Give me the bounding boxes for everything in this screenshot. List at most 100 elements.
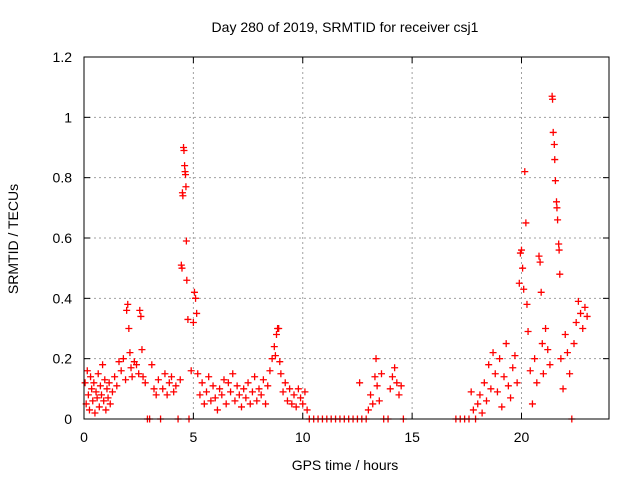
data-point [478, 409, 486, 417]
data-point [574, 297, 582, 305]
data-point [165, 379, 173, 387]
data-point [98, 391, 105, 399]
data-point [190, 288, 198, 296]
x-tick-label: 20 [514, 429, 530, 445]
data-point [83, 367, 91, 375]
data-point [286, 385, 294, 393]
data-point [203, 388, 210, 396]
data-point [524, 328, 532, 336]
data-point [238, 403, 245, 411]
grid-lines [84, 57, 609, 419]
data-point [213, 406, 221, 414]
data-point [563, 349, 571, 357]
data-point [520, 285, 528, 293]
data-point [119, 355, 127, 363]
data-point [218, 391, 226, 399]
data-point [161, 370, 169, 378]
data-point [176, 376, 184, 384]
data-point [546, 361, 554, 369]
data-point [251, 373, 259, 381]
data-point [519, 264, 527, 272]
data-point [91, 409, 99, 417]
data-point [476, 391, 484, 399]
data-point [194, 370, 202, 378]
data-point [388, 373, 396, 381]
data-point [182, 183, 190, 191]
data-point [303, 406, 311, 414]
data-point [266, 367, 274, 375]
data-point [485, 361, 493, 369]
data-point [549, 95, 557, 103]
data-point [229, 370, 237, 378]
data-point [137, 312, 145, 320]
data-point [521, 168, 529, 176]
data-point [550, 140, 558, 148]
data-point [133, 361, 140, 369]
data-point [235, 391, 243, 399]
data-point [268, 355, 276, 363]
data-point [469, 406, 477, 414]
y-tick-label: 0.6 [53, 230, 73, 246]
data-point [301, 388, 309, 396]
data-point [509, 364, 517, 372]
data-point [583, 312, 591, 320]
data-point [94, 370, 102, 378]
data-point [549, 128, 557, 136]
data-point [275, 325, 283, 332]
data-point [531, 355, 539, 363]
data-point [216, 385, 224, 393]
data-point [498, 403, 506, 411]
data-point [81, 379, 89, 387]
data-point [231, 397, 239, 405]
data-point [125, 325, 133, 332]
data-point [93, 394, 101, 402]
data-point [207, 397, 215, 405]
data-point [372, 355, 380, 363]
data-point [255, 385, 263, 393]
data-point [570, 340, 578, 348]
data-point [88, 385, 96, 393]
data-point [124, 300, 132, 308]
data-point [127, 364, 135, 372]
data-point [163, 391, 171, 399]
data-point [242, 394, 250, 402]
data-point [172, 382, 180, 390]
data-point [364, 406, 372, 414]
data-point [553, 204, 561, 212]
data-point [518, 246, 525, 254]
data-point [108, 388, 116, 396]
data-point [99, 361, 107, 369]
data-point [240, 385, 248, 393]
data-point [244, 379, 252, 387]
data-point [297, 394, 305, 402]
data-point [148, 361, 156, 369]
data-point [277, 370, 285, 378]
y-tick-label: 0 [64, 411, 72, 427]
chart-title: Day 280 of 2019, SRMTID for receiver csj… [212, 19, 479, 35]
data-point [111, 373, 119, 381]
data-point [170, 388, 178, 396]
data-point [474, 400, 482, 408]
data-point [515, 279, 523, 287]
x-tick-label: 5 [189, 429, 197, 445]
data-point [196, 391, 204, 399]
data-point [493, 388, 501, 396]
data-point [182, 171, 189, 179]
data-point [513, 379, 521, 387]
data-point [271, 352, 279, 360]
data-point [526, 367, 534, 375]
data-point [152, 391, 160, 399]
data-point [572, 318, 580, 326]
x-tick-label: 0 [80, 429, 88, 445]
data-point [126, 349, 134, 357]
data-point [95, 403, 103, 411]
data-point [386, 385, 394, 393]
data-point [566, 370, 574, 378]
data-point [128, 373, 136, 381]
data-point [138, 346, 146, 354]
data-point [393, 379, 401, 387]
data-point [139, 373, 147, 381]
data-point [536, 258, 544, 266]
data-point [294, 385, 302, 393]
data-point [397, 382, 405, 390]
